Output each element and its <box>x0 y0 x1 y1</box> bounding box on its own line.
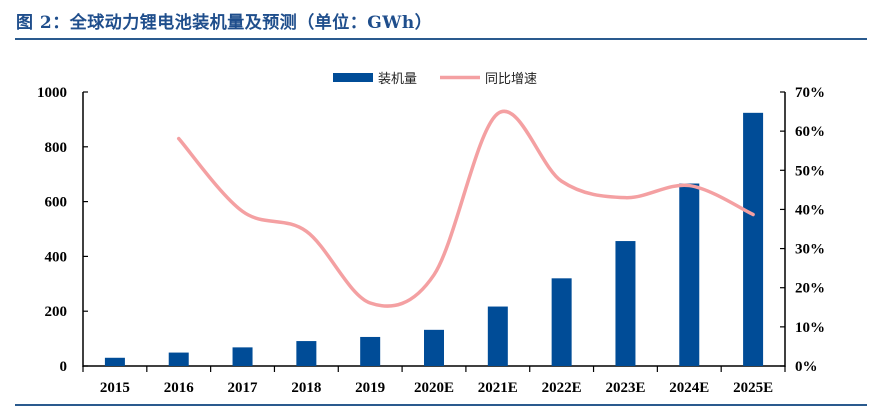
right-tick-label: 20% <box>795 281 825 297</box>
right-tick-label: 30% <box>795 242 825 258</box>
x-tick-label: 2018 <box>291 380 321 396</box>
right-tick-label: 0% <box>795 359 818 375</box>
x-tick-label: 2020E <box>414 380 454 396</box>
bottom-divider <box>15 404 867 406</box>
right-tick-label: 40% <box>795 202 825 218</box>
legend-line-label: 同比增速 <box>485 72 537 87</box>
bar-2015 <box>104 357 125 366</box>
left-tick-label: 0 <box>60 359 68 375</box>
left-tick-label: 200 <box>45 304 68 320</box>
x-tick-label: 2024E <box>669 380 709 396</box>
left-tick-label: 1000 <box>37 85 67 101</box>
x-tick-label: 2021E <box>478 380 518 396</box>
left-tick-label: 800 <box>45 140 68 156</box>
right-tick-label: 60% <box>795 124 825 140</box>
x-tick-label: 2015 <box>100 380 130 396</box>
x-tick-label: 2017 <box>228 380 259 396</box>
bar-2025E <box>743 112 764 366</box>
bar-2024E <box>679 183 700 366</box>
x-tick-label: 2023E <box>605 380 645 396</box>
x-tick-label: 2016 <box>164 380 195 396</box>
legend-bar-swatch <box>333 73 373 82</box>
bar-2022E <box>551 278 572 366</box>
legend-bar-label: 装机量 <box>378 72 417 87</box>
growth-line <box>176 109 755 308</box>
bar-2017 <box>232 347 253 366</box>
x-tick-label: 2022E <box>542 380 582 396</box>
x-tick-label: 2019 <box>355 380 385 396</box>
bar-2021E <box>487 306 508 366</box>
left-tick-label: 600 <box>45 195 68 211</box>
x-tick-label: 2025E <box>733 380 773 396</box>
right-tick-label: 50% <box>795 163 825 179</box>
bar-2016 <box>168 352 189 366</box>
figure-title: 图 2：全球动力锂电池装机量及预测（单位：GWh） <box>16 13 433 33</box>
bar-2018 <box>296 341 317 366</box>
bar-2019 <box>360 336 381 366</box>
left-tick-label: 400 <box>45 249 68 265</box>
title-divider <box>15 38 867 40</box>
bar-2023E <box>615 241 636 366</box>
right-tick-label: 70% <box>795 85 825 101</box>
bar-2020E <box>424 329 444 366</box>
right-tick-label: 10% <box>795 320 825 336</box>
